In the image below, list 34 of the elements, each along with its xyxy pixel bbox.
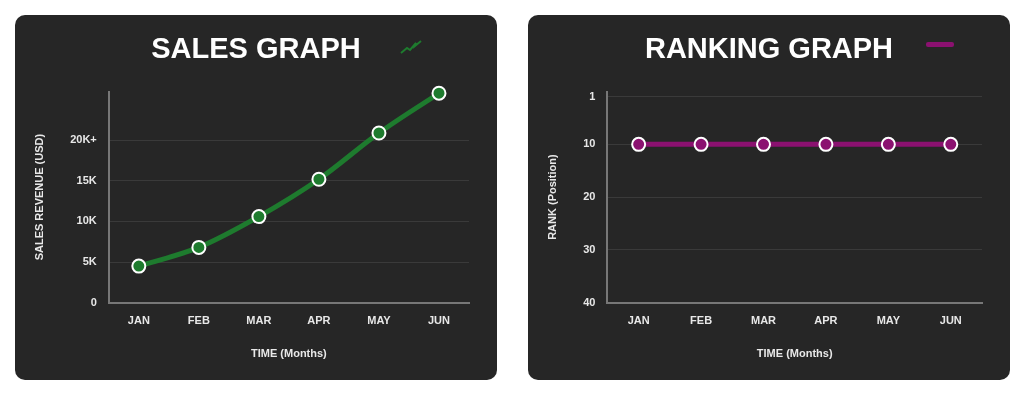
y-tick-label: 15K [76,173,97,186]
y-tick-label: 10K [76,214,97,227]
x-tick-label: MAR [750,314,777,327]
x-tick-label: MAR [246,314,272,327]
y-tick-label: 10 [583,137,596,150]
y-axis-title: RANK (Position) [545,153,558,240]
x-tick-label: FEB [187,314,210,327]
x-tick-label: APR [307,314,331,327]
x-tick-label: FEB [690,314,713,327]
chart-title: SALES GRAPH [150,31,362,65]
y-tick-label: 5K [82,255,97,268]
point [251,209,267,225]
x-axis-title: TIME (Months) [756,347,833,360]
chart-title: RANKING GRAPH [643,31,895,65]
x-tick-label: JUN [939,314,962,327]
x-tick-label: MAY [367,314,392,327]
y-tick-label: 1 [589,89,596,102]
point [131,258,147,274]
x-tick-label: JAN [127,314,150,327]
y-tick-label: 20K+ [70,133,97,146]
y-tick-label: 20 [583,190,596,203]
x-tick-label: APR [814,314,838,327]
x-tick-label: MAY [876,314,901,327]
x-tick-label: JAN [627,314,650,327]
y-axis-title: SALES REVENUE (USD) [32,133,45,261]
point [311,171,327,187]
y-tick-label: 40 [583,295,596,308]
y-tick-label: 30 [583,242,596,255]
point [371,125,387,141]
point [431,85,447,101]
x-axis-title: TIME (Months) [251,347,328,360]
x-tick-label: JUN [427,314,451,327]
y-tick-label: 0 [90,295,97,308]
point [191,239,207,255]
